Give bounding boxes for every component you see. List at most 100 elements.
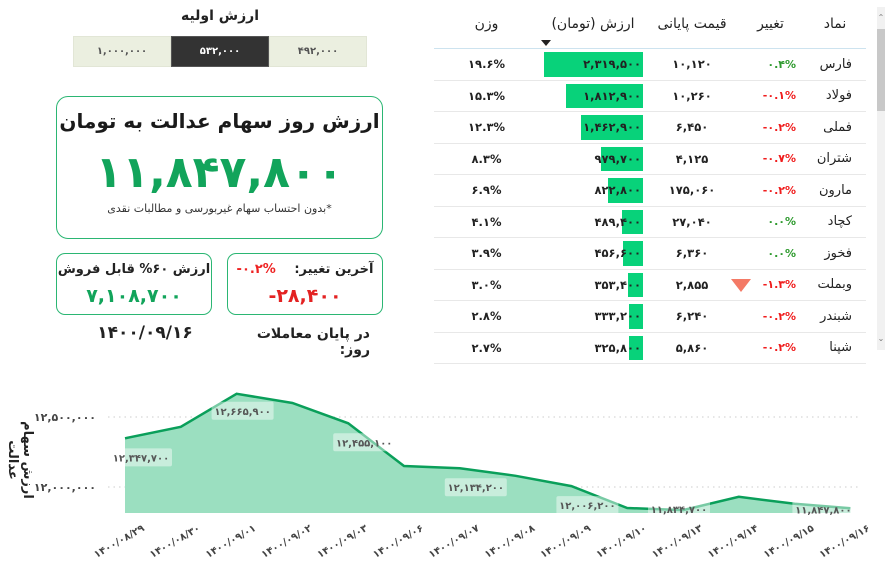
cell-weight: ۱۲.۳%: [468, 120, 505, 135]
daily-value-card: ارزش روز سهام عدالت به تومان ۱۱,۸۴۷,۸۰۰ …: [56, 96, 383, 239]
svg-text:۱۲,۴۵۵,۱۰۰: ۱۲,۴۵۵,۱۰۰: [336, 438, 392, 449]
cell-change: -۰.۲%: [737, 112, 804, 143]
x-tick-label: ۱۴۰۰/۰۹/۱۶: [818, 523, 872, 561]
cell-change: -۰.۱%: [737, 81, 804, 112]
cell-close-price: ۶,۳۶۰: [675, 246, 709, 261]
x-tick-label: ۱۴۰۰/۰۸/۲۹: [92, 523, 146, 561]
cell-symbol: شپنا: [829, 340, 852, 356]
cell-change-text: ۰.۰%: [767, 246, 796, 260]
cell-weight: ۳.۹%: [471, 246, 502, 261]
table-header: نماد تغییر قیمت پایانی ارزش (تومان) وزن: [434, 6, 866, 49]
last-change-card: آخرین تغییر: -۰.۲% -۲۸,۴۰۰: [227, 253, 383, 315]
scroll-up-icon[interactable]: ⌃: [877, 13, 885, 22]
cell-change: -۰.۷%: [737, 144, 804, 175]
header-change[interactable]: تغییر: [757, 16, 784, 32]
daily-value-note: *بدون احتساب سهام غیربورسی و مطالبات نقد…: [107, 202, 332, 215]
table-scrollbar[interactable]: ⌃ ⌄: [877, 7, 885, 350]
initial-value-option-532000[interactable]: ۵۳۲,۰۰۰: [171, 36, 269, 67]
cell-value-text: ۱,۴۶۲,۹۰۰: [583, 120, 641, 135]
cell-close-price: ۲۷,۰۴۰: [672, 214, 712, 229]
svg-text:۱۱,۸۴۷,۸۰۰: ۱۱,۸۴۷,۸۰۰: [795, 505, 851, 516]
value-bar: [544, 52, 643, 77]
table-row[interactable]: کچاد ۰.۰% ۲۷,۰۴۰ ۴۸۹,۴۰۰ ۴.۱%: [434, 207, 866, 238]
cell-value: ۳۲۵,۸۰۰: [539, 333, 647, 364]
cell-value-text: ۳۵۳,۴۰۰: [594, 277, 641, 292]
down-alert-icon: [731, 278, 751, 292]
cell-value-text: ۹۷۹,۷۰۰: [594, 151, 641, 166]
table-row[interactable]: فخوز ۰.۰% ۶,۳۶۰ ۴۵۶,۶۰۰ ۳.۹%: [434, 238, 866, 270]
initial-value-option-492000[interactable]: ۴۹۲,۰۰۰: [269, 36, 367, 67]
header-weight[interactable]: وزن: [474, 16, 499, 32]
value-bar: [580, 115, 643, 140]
table-row[interactable]: شتران -۰.۷% ۴,۱۲۵ ۹۷۹,۷۰۰ ۸.۳%: [434, 144, 866, 175]
table-row[interactable]: وبملت -۱.۳% ۲,۸۵۵ ۳۵۳,۴۰۰ ۳.۰%: [434, 270, 866, 301]
y-tick-label: ۱۲,۵۰۰,۰۰۰: [34, 411, 96, 424]
value-bar: [629, 335, 643, 360]
cell-close-price: ۶,۲۴۰: [675, 309, 709, 324]
header-symbol[interactable]: نماد: [823, 16, 847, 32]
cell-close-price: ۱۰,۱۲۰: [672, 57, 712, 72]
cell-value: ۳۵۳,۴۰۰: [539, 270, 647, 301]
end-of-day-date: ۱۴۰۰/۰۹/۱۶: [97, 323, 193, 343]
cell-value-text: ۲,۳۱۹,۵۰۰: [583, 57, 641, 72]
header-value[interactable]: ارزش (تومان): [539, 16, 647, 46]
initial-value-option-1000000[interactable]: ۱,۰۰۰,۰۰۰: [73, 36, 171, 67]
cell-close-price: ۶,۴۵۰: [675, 120, 709, 135]
cell-value: ۹۷۹,۷۰۰: [539, 144, 647, 175]
last-change-label: آخرین تغییر:: [294, 262, 374, 277]
cell-value-text: ۳۲۵,۸۰۰: [594, 340, 641, 355]
daily-value-title: ارزش روز سهام عدالت به تومان: [59, 109, 380, 133]
table-row[interactable]: مارون -۰.۲% ۱۷۵,۰۶۰ ۸۲۲,۸۰۰ ۶.۹%: [434, 175, 866, 207]
cell-change-text: ۰.۴%: [767, 57, 796, 71]
holdings-table: نماد تغییر قیمت پایانی ارزش (تومان) وزن …: [434, 6, 866, 364]
cell-close-price: ۲,۸۵۵: [675, 277, 709, 292]
cell-weight: ۸.۳%: [471, 151, 502, 166]
x-tick-label: ۱۴۰۰/۰۹/۰۳: [316, 523, 370, 561]
x-tick-label: ۱۴۰۰/۰۹/۱۰: [595, 523, 649, 561]
cell-symbol: وبملت: [817, 277, 852, 293]
cell-close-price: ۱۷۵,۰۶۰: [668, 183, 716, 198]
header-close-price[interactable]: قیمت پایانی: [657, 16, 727, 32]
cell-change-text: -۰.۷%: [762, 152, 796, 166]
cell-weight: ۲.۷%: [471, 340, 502, 355]
cell-weight: ۶.۹%: [471, 183, 502, 198]
svg-text:۱۲,۶۶۵,۹۰۰: ۱۲,۶۶۵,۹۰۰: [214, 407, 270, 418]
cell-change-text: -۰.۲%: [762, 183, 796, 197]
cell-symbol: شبندر: [820, 308, 852, 324]
chart-y-axis-label: ارزش سهام عدالت: [5, 421, 35, 499]
cell-change: ۰.۰%: [737, 238, 804, 269]
cell-value: ۱,۸۱۲,۹۰۰: [539, 81, 647, 112]
table-row[interactable]: شپنا -۰.۲% ۵,۸۶۰ ۳۲۵,۸۰۰ ۲.۷%: [434, 333, 866, 364]
table-row[interactable]: فملی -۰.۲% ۶,۴۵۰ ۱,۴۶۲,۹۰۰ ۱۲.۳%: [434, 112, 866, 144]
cell-value-text: ۳۳۳,۲۰۰: [594, 309, 641, 324]
x-tick-label: ۱۴۰۰/۰۹/۰۶: [371, 523, 425, 561]
value-history-chart: ارزش سهام عدالت ۱۲,۵۰۰,۰۰۰ ۱۲,۰۰۰,۰۰۰ ۱۲,۳…: [0, 360, 895, 572]
cell-weight: ۱۵.۳%: [468, 88, 505, 103]
point-label: ۱۲,۱۳۴,۲۰۰: [444, 478, 507, 497]
last-change-label-row: آخرین تغییر: -۰.۲%: [228, 262, 382, 277]
table-row[interactable]: فولاد -۰.۱% ۱۰,۲۶۰ ۱,۸۱۲,۹۰۰ ۱۵.۳%: [434, 81, 866, 112]
cell-close-price: ۱۰,۲۶۰: [672, 88, 712, 103]
x-tick-label: ۱۴۰۰/۰۹/۱۴: [706, 523, 760, 561]
x-tick-label: ۱۴۰۰/۰۹/۰۹: [539, 523, 593, 561]
point-label: ۱۲,۶۶۵,۹۰۰: [211, 401, 274, 420]
cell-value: ۸۲۲,۸۰۰: [539, 175, 647, 206]
x-tick-label: ۱۴۰۰/۰۹/۰۸: [483, 523, 537, 561]
initial-value-title: ارزش اولیه: [180, 8, 260, 24]
table-row[interactable]: فارس ۰.۴% ۱۰,۱۲۰ ۲,۳۱۹,۵۰۰ ۱۹.۶%: [434, 49, 866, 81]
x-tick-label: ۱۴۰۰/۰۹/۱۵: [762, 523, 816, 561]
value-bar: [601, 146, 643, 171]
cell-symbol: فولاد: [825, 88, 852, 104]
scroll-down-icon[interactable]: ⌄: [877, 334, 885, 343]
sellable-value-amount: ۷,۱۰۸,۷۰۰: [86, 285, 182, 307]
cell-change: ۰.۴%: [737, 49, 804, 80]
cell-weight: ۱۹.۶%: [468, 57, 505, 72]
x-tick-label: ۱۴۰۰/۰۹/۰۷: [427, 523, 481, 561]
scroll-thumb[interactable]: [877, 29, 885, 111]
cell-change: -۱.۳%: [731, 270, 804, 301]
cell-close-price: ۵,۸۶۰: [675, 340, 709, 355]
table-row[interactable]: شبندر -۰.۲% ۶,۲۴۰ ۳۳۳,۲۰۰ ۲.۸%: [434, 301, 866, 333]
cell-value: ۱,۴۶۲,۹۰۰: [539, 112, 647, 143]
cell-symbol: فملی: [823, 119, 852, 135]
y-tick-label: ۱۲,۰۰۰,۰۰۰: [34, 481, 96, 494]
